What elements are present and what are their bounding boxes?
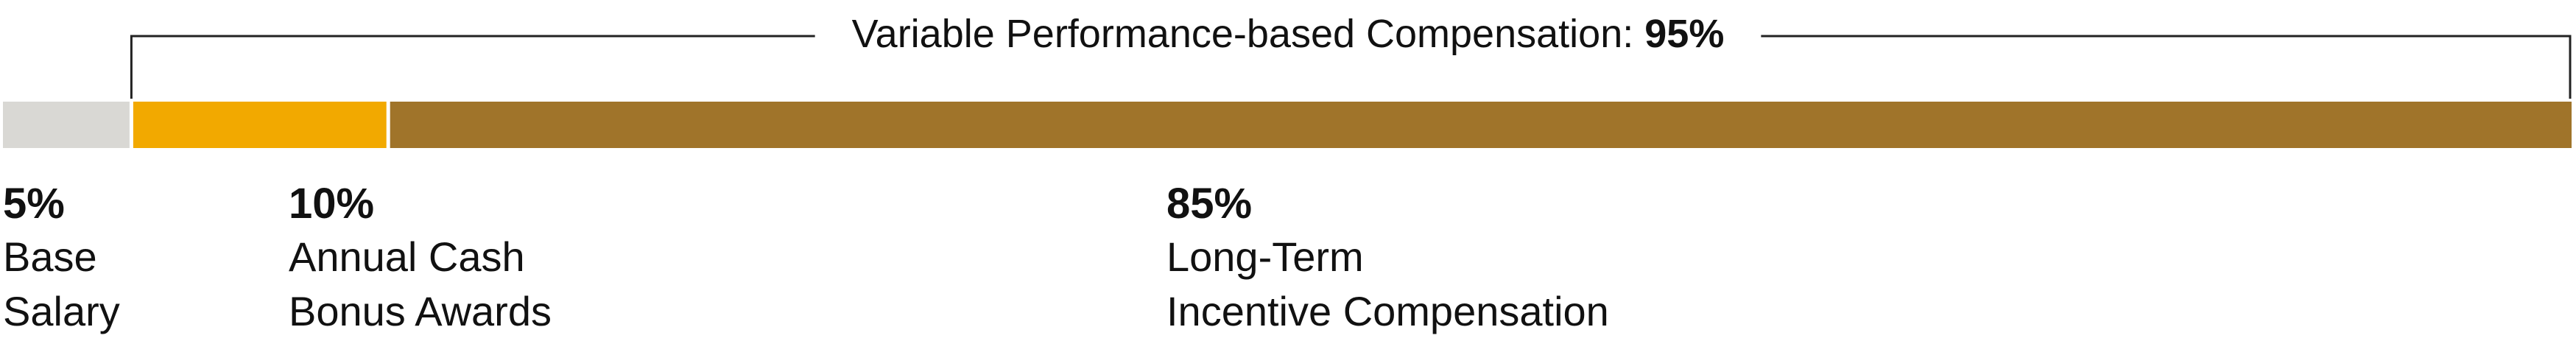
- category-label: Long-Term: [1166, 233, 1364, 280]
- bar-segment: [3, 102, 130, 148]
- bar-segment: [390, 102, 2572, 148]
- value-label: 10%: [289, 180, 374, 228]
- category-label: Incentive Compensation: [1166, 288, 1609, 334]
- bracket-value-label: 95%: [1644, 12, 1724, 56]
- bracket: [130, 35, 2572, 99]
- category-label: Bonus Awards: [289, 288, 552, 334]
- bar-segment: [133, 102, 387, 148]
- category-label: Salary: [3, 288, 120, 334]
- bracket-label: Variable Performance-based Compensation:: [852, 12, 1634, 56]
- category-label: Annual Cash: [289, 233, 525, 280]
- bracket-title: Variable Performance-based Compensation:…: [852, 12, 1725, 56]
- category-label: Base: [3, 233, 97, 280]
- value-label: 5%: [3, 180, 65, 228]
- value-label: 85%: [1166, 180, 1252, 228]
